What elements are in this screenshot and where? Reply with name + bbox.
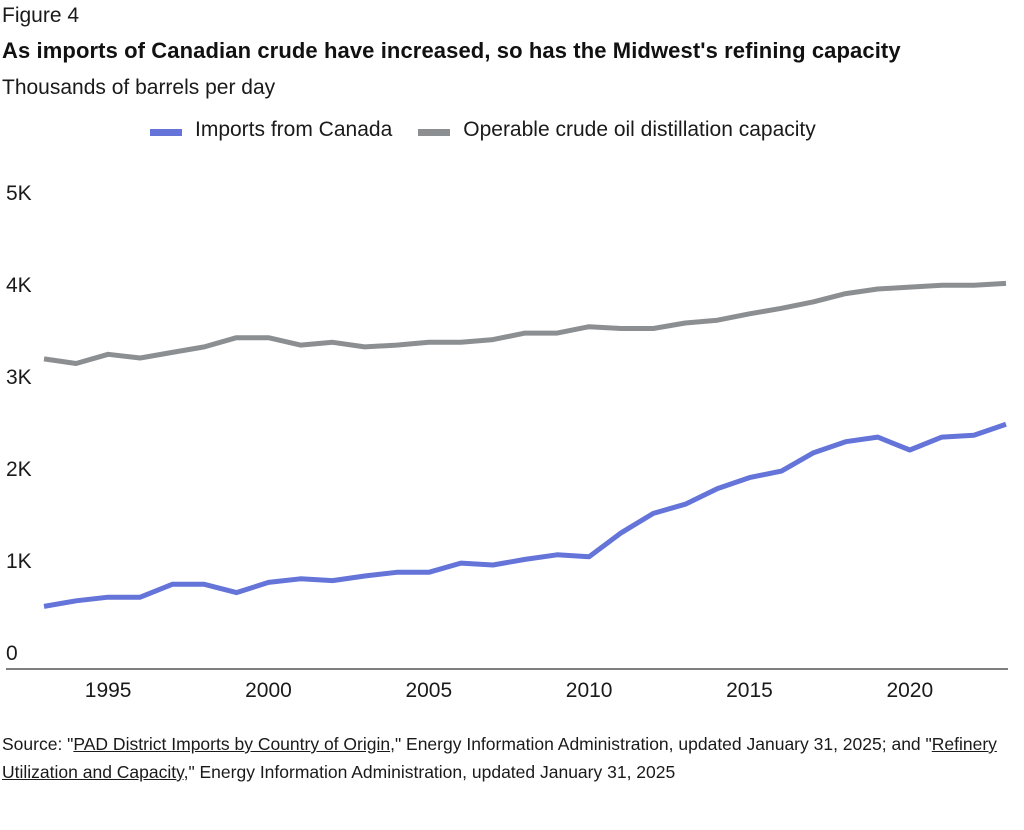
y-tick-label: 2K xyxy=(6,458,32,481)
source-middle: ," Energy Information Administration, up… xyxy=(390,734,932,754)
source-suffix: ," Energy Information Administration, up… xyxy=(183,762,676,782)
x-tick-label: 2015 xyxy=(726,679,773,702)
y-axis: 0 1K 2K 3K 4K 5K xyxy=(6,182,32,665)
chart-subtitle: Thousands of barrels per day xyxy=(2,76,276,99)
legend-item-capacity: Operable crude oil distillation capacity xyxy=(418,118,816,142)
chart-title: As imports of Canadian crude have increa… xyxy=(2,38,901,63)
source-prefix: Source: " xyxy=(2,734,74,754)
x-tick-label: 2005 xyxy=(405,679,452,702)
x-tick-label: 2010 xyxy=(566,679,613,702)
x-tick-label: 2000 xyxy=(245,679,292,702)
legend: Imports from Canada Operable crude oil d… xyxy=(150,118,842,142)
legend-swatch-imports xyxy=(150,128,182,136)
y-tick-label: 5K xyxy=(6,182,32,205)
source-link-refinery-capacity[interactable]: Refinery Utilization and Capacity xyxy=(2,734,997,782)
line-chart: 0 1K 2K 3K 4K 5K 1995 2000 2005 2010 2015 2020 xyxy=(6,182,1008,702)
x-tick-label: 1995 xyxy=(85,679,132,702)
y-tick-label: 0 xyxy=(6,642,18,665)
source-note: Source: "PAD District Imports by Country… xyxy=(2,730,1022,786)
y-tick-label: 4K xyxy=(6,274,32,297)
y-tick-label: 3K xyxy=(6,366,32,389)
figure-label: Figure 4 xyxy=(2,4,80,27)
series-line-imports-from-canada xyxy=(43,421,1007,609)
legend-label-capacity: Operable crude oil distillation capacity xyxy=(463,118,816,141)
series-line-distillation-capacity xyxy=(43,280,1007,366)
legend-swatch-capacity xyxy=(418,128,451,136)
series-group xyxy=(43,280,1007,609)
legend-item-imports: Imports from Canada xyxy=(150,118,392,142)
x-tick-label: 2020 xyxy=(886,679,933,702)
y-tick-label: 1K xyxy=(6,550,32,573)
legend-label-imports: Imports from Canada xyxy=(195,118,393,141)
x-axis: 1995 2000 2005 2010 2015 2020 xyxy=(85,679,933,702)
source-link-pad-imports[interactable]: PAD District Imports by Country of Origi… xyxy=(73,734,391,754)
